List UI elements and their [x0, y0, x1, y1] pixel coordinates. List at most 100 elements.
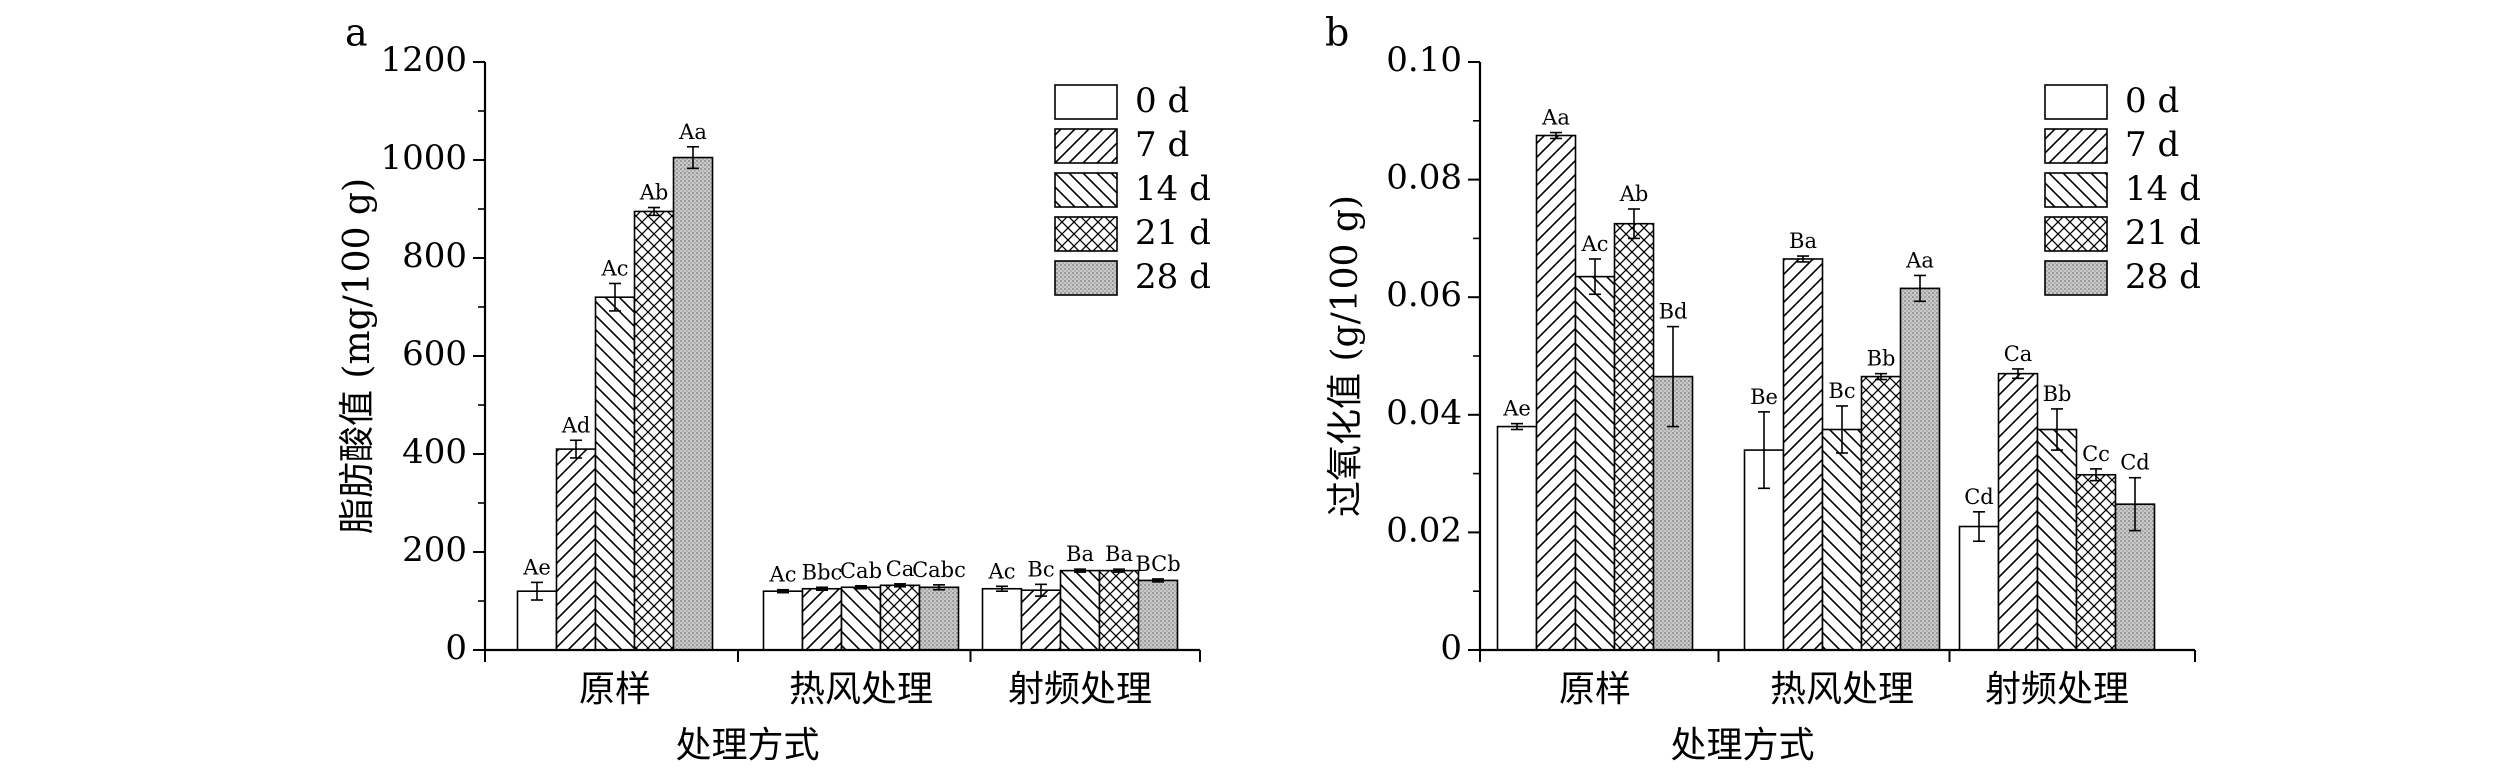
significance-label: Bc [1027, 557, 1054, 581]
bar [1821, 428, 1863, 651]
legend: 0 d7 d14 d21 d28 d [1054, 81, 1211, 297]
panel-label: b [1325, 11, 1349, 55]
x-tick-label: 原样 [579, 669, 651, 710]
legend-label: 7 d [1135, 125, 1189, 165]
legend-label: 0 d [1135, 81, 1189, 121]
x-tick-label: 射频处理 [1008, 669, 1152, 710]
y-tick-label: 800 [402, 236, 467, 276]
legend: 0 d7 d14 d21 d28 d [2044, 81, 2201, 297]
significance-label: Ac [769, 563, 797, 587]
y-tick-label: 1200 [380, 40, 467, 80]
significance-label: Aa [1905, 248, 1934, 272]
legend-swatch [1054, 172, 1118, 208]
legend-label: 14 d [2125, 169, 2201, 209]
legend-label: 0 d [2125, 81, 2179, 121]
legend-swatch [1054, 84, 1118, 120]
legend-swatch [1054, 216, 1118, 252]
legend-label: 21 d [2125, 213, 2201, 253]
significance-label: Cd [1964, 485, 1994, 509]
bar [633, 210, 675, 651]
significance-label: Cabc [912, 558, 966, 582]
x-tick-label: 热风处理 [789, 669, 933, 710]
y-tick-label: 200 [402, 530, 467, 570]
y-tick-label: 0.10 [1386, 40, 1462, 80]
bar [2036, 428, 2078, 651]
bar [1059, 569, 1101, 651]
significance-label: Bbc [802, 560, 843, 584]
bar [1020, 589, 1062, 651]
significance-label: Ae [1502, 397, 1531, 421]
y-tick-label: 0.08 [1386, 158, 1462, 198]
bar [1958, 525, 2000, 651]
legend-swatch [1054, 128, 1118, 164]
legend-swatch [2044, 84, 2108, 120]
significance-label: Ac [1581, 232, 1609, 256]
significance-label: Bc [1828, 379, 1855, 403]
significance-label: Be [1750, 385, 1778, 409]
x-tick-label: 原样 [1559, 669, 1631, 710]
bar [801, 587, 843, 651]
significance-label: Cc [2082, 442, 2110, 466]
y-tick-label: 0 [1440, 628, 1462, 668]
legend-label: 28 d [1135, 257, 1211, 297]
significance-label: Ca [886, 557, 915, 581]
significance-label: BCb [1135, 552, 1180, 576]
significance-label: Bd [1659, 300, 1688, 324]
bar [2075, 473, 2117, 651]
significance-label: Ba [1789, 229, 1817, 253]
bar [840, 586, 882, 651]
y-tick-label: 0.04 [1386, 393, 1462, 433]
bar [879, 584, 921, 651]
significance-label: Ad [561, 413, 591, 437]
y-tick-label: 0.02 [1386, 510, 1462, 550]
x-tick-label: 射频处理 [1985, 669, 2129, 710]
y-axis-label: 脂肪酸值 (mg/100 g) [337, 178, 378, 534]
significance-label: Ba [1105, 542, 1133, 566]
significance-label: Cab [840, 559, 882, 583]
bar [1997, 372, 2039, 651]
panel-label: a [345, 11, 368, 55]
bar [981, 587, 1023, 651]
legend-swatch [2044, 172, 2108, 208]
legend-swatch [2044, 216, 2108, 252]
bar [1496, 425, 1538, 651]
legend-label: 28 d [2125, 257, 2201, 297]
y-axis-label: 过氧化值 (g/100 g) [1325, 195, 1366, 517]
significance-label: Ac [988, 559, 1016, 583]
x-tick-label: 热风处理 [1770, 669, 1914, 710]
legend-label: 7 d [2125, 125, 2179, 165]
y-tick-label: 1000 [380, 138, 467, 178]
chart-panel-b: b 0 0.02 0.04 0.06 0.08 0.10 Ae Aa Ac Ab Bd Be Ba Bc Bb… [1325, 11, 2201, 767]
x-axis-label: 处理方式 [1670, 725, 1814, 766]
y-tick-label: 0.06 [1386, 275, 1462, 315]
bar [1782, 258, 1824, 651]
legend-swatch [1054, 260, 1118, 296]
y-tick-label: 0 [445, 628, 467, 668]
significance-label: Ab [639, 181, 669, 205]
bar [1652, 375, 1694, 651]
bar [1574, 275, 1616, 651]
y-tick-label: 400 [402, 432, 467, 472]
bar [555, 448, 597, 651]
bar [1137, 579, 1179, 651]
significance-label: Ac [601, 256, 629, 280]
significance-label: Aa [678, 120, 707, 144]
bar [1535, 134, 1577, 651]
legend-label: 14 d [1135, 169, 1211, 209]
legend-swatch [2044, 128, 2108, 164]
bar [594, 296, 636, 651]
significance-label: Aa [1541, 106, 1570, 130]
legend-label: 21 d [1135, 213, 1211, 253]
y-tick-label: 600 [402, 334, 467, 374]
bar [672, 156, 714, 651]
bar [1899, 287, 1941, 651]
significance-label: Cd [2120, 451, 2150, 475]
significance-label: Bb [2043, 382, 2072, 406]
bar [1098, 569, 1140, 651]
bar [1860, 375, 1902, 651]
legend-swatch [2044, 260, 2108, 296]
significance-label: Ba [1066, 542, 1094, 566]
